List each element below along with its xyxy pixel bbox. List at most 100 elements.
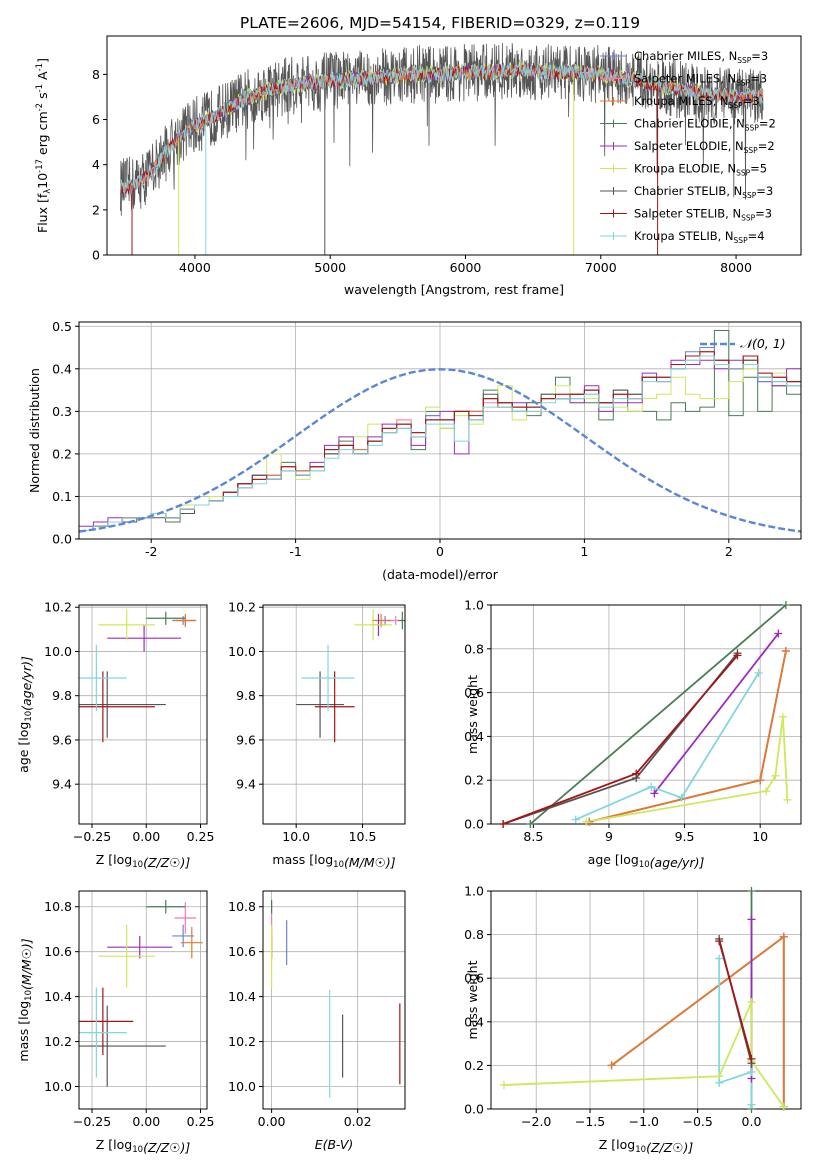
y-tick-label: 0.4 [464, 729, 484, 744]
plot-area-age_vs_mass [296, 609, 405, 743]
x-tick-label: 0.02 [344, 1114, 372, 1129]
legend-label-part: Kroupa STELIB, N [634, 229, 734, 243]
weight-point-kroupa_stelib [715, 954, 724, 963]
legend-label-chabrier_elodie: Chabrier ELODIE, NSSP=2 [634, 117, 776, 133]
weight-line-salpeter_stelib [502, 654, 739, 824]
x-axis-label: wavelength [Angstrom, rest frame] [344, 282, 564, 297]
label-part: Z [ [599, 1137, 616, 1152]
y-tick-label: 6 [92, 112, 100, 127]
weight-line-kroupa_stelib [575, 672, 760, 821]
y-tick-label: 10.6 [44, 944, 72, 959]
x-axis-label: E(B-V) [315, 1137, 354, 1152]
y-tick-label: 9.4 [52, 777, 72, 792]
y-tick-label: 10.0 [44, 1079, 72, 1094]
legend-label-kroupa_stelib: Kroupa STELIB, NSSP=4 [634, 229, 765, 245]
axes-frame [262, 604, 406, 825]
weight-point-kroupa_stelib [715, 1078, 724, 1087]
weight-point-kroupa_elodie [762, 787, 771, 796]
axes-frame [490, 890, 802, 1110]
weight-point-chabrier_elodie [526, 820, 535, 828]
label-part: log [616, 1137, 635, 1152]
x-axis-label: (data-model)/error [382, 567, 499, 582]
weight-point-salpeter_stelib [747, 1054, 756, 1063]
figure-title: PLATE=2606, MJD=54154, FIBERID=0329, z=0… [240, 14, 640, 32]
weight-point-kroupa_stelib [747, 1067, 756, 1076]
x-tick-label: −1.5 [575, 1114, 605, 1129]
panel-age_vs_mass: 10.0 10.5 9.4 9.6 9.8 10.0 10.2 mass [log10(M/M… [228, 600, 406, 870]
x-tick-label: 0.00 [132, 829, 160, 844]
weight-point-kroupa_elodie [582, 817, 591, 826]
y-tick-label: 0.8 [464, 927, 484, 942]
weight-point-salpeter_stelib [499, 820, 508, 828]
y-tick-label: 10.6 [228, 944, 256, 959]
weight-line-kroupa_stelib [718, 958, 753, 1105]
y-axis-label-part: A [35, 71, 50, 84]
label-part: 10 [333, 860, 344, 870]
y-tick-label: 0.4 [464, 1014, 484, 1029]
y-axis-label-part: -17 [35, 159, 45, 173]
y-tick-label: 10.4 [228, 989, 256, 1004]
label-part: age [ [16, 741, 31, 773]
y-axis-label: Flux [fλ10-17 erg cm-2 s-1 A-1] [35, 58, 53, 233]
label-part: log [113, 852, 132, 867]
legend-label-salpeter_stelib: Salpeter STELIB, NSSP=3 [634, 207, 772, 223]
x-tick-label: 8.5 [523, 829, 543, 844]
x-tick-label: -1 [289, 544, 301, 559]
label-part: log [16, 1001, 31, 1020]
x-tick-label: −2.0 [521, 1114, 551, 1129]
weight-point-chabrier_elodie [747, 887, 756, 895]
plot-area-residuals [79, 330, 801, 539]
x-tick-label: 2 [725, 544, 733, 559]
x-tick-label: −0.5 [682, 1114, 712, 1129]
legend-label-part: Kroupa ELODIE, N [634, 162, 736, 176]
plot-area-spectrum [120, 42, 764, 255]
weight-point-kroupa_miles [779, 932, 788, 941]
y-axis-label-part: -2 [35, 103, 45, 111]
weight-line-salpeter_stelib [718, 940, 753, 1060]
histogram-salpeter_miles [79, 351, 801, 539]
y-tick-label: 0.5 [52, 319, 72, 334]
weight-point-salpeter_elodie [747, 915, 756, 924]
plot-area-weight_vs_age [502, 605, 789, 824]
legend-label-part: SSP [736, 169, 751, 178]
y-tick-label: 0.6 [464, 971, 484, 986]
x-axis-label: Z [log10(Z/Z☉)] [599, 1137, 694, 1155]
y-axis-label: mass weight [465, 960, 480, 1039]
legend-label-salpeter_miles: Salpeter MILES, NSSP=3 [634, 72, 767, 88]
y-tick-label: 9.8 [52, 688, 72, 703]
legend-normal-label: 𝒩(0, 1) [740, 336, 786, 351]
x-tick-label: 4000 [179, 260, 211, 275]
y-tick-label: 10.2 [228, 1034, 256, 1049]
weight-point-kroupa_stelib [747, 1100, 756, 1109]
y-tick-label: 8 [92, 67, 100, 82]
x-tick-label: 1 [580, 544, 588, 559]
legend-label-part: Chabrier MILES, N [634, 49, 737, 63]
plot-area-age_vs_Z [79, 609, 197, 743]
x-tick-label: 10 [752, 829, 768, 844]
label-part: log [620, 852, 639, 867]
legend-label-part: =2 [759, 117, 776, 131]
y-tick-label: 10.0 [44, 644, 72, 659]
y-tick-label: 10.2 [228, 600, 256, 615]
histogram-kroupa_miles [79, 351, 801, 539]
legend-label-part: SSP [734, 236, 749, 245]
y-tick-label: 9.6 [236, 732, 256, 747]
y-tick-label: 9.4 [236, 777, 256, 792]
y-tick-label: 9.6 [52, 732, 72, 747]
legend-label-part: =3 [751, 49, 768, 63]
y-tick-label: 10.8 [44, 899, 72, 914]
y-tick-label: 0.2 [52, 446, 72, 461]
x-tick-label: 0 [436, 544, 444, 559]
y-axis-label: Normed distribution [27, 368, 42, 493]
y-axis-label-part: -1 [35, 84, 45, 92]
y-tick-label: 1.0 [464, 598, 484, 613]
y-tick-label: 10.0 [228, 644, 256, 659]
panel-mass_vs_ebv: 0.00 0.02 10.0 10.2 10.4 10.6 10.8 E(B-V) [228, 890, 406, 1152]
label-part: Z [ [96, 1137, 113, 1152]
y-tick-label: 10.2 [44, 1034, 72, 1049]
x-tick-label: 10.5 [349, 829, 377, 844]
y-tick-label: 0.4 [52, 361, 72, 376]
weight-point-salpeter_elodie [774, 629, 783, 638]
legend-label-kroupa_miles: Kroupa MILES, NSSP=3 [634, 94, 760, 110]
label-part: mass [ [16, 1020, 31, 1062]
